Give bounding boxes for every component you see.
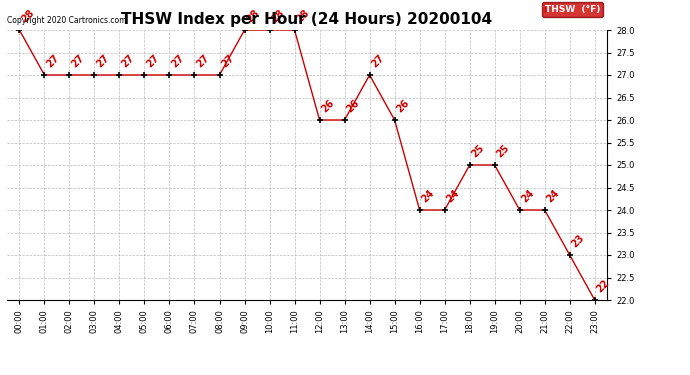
Text: 25: 25 xyxy=(495,143,511,159)
Text: 27: 27 xyxy=(144,53,161,69)
Text: 22: 22 xyxy=(595,278,611,294)
Text: 27: 27 xyxy=(95,53,111,69)
Text: 27: 27 xyxy=(44,53,61,69)
Text: 27: 27 xyxy=(170,53,186,69)
Text: 24: 24 xyxy=(544,188,561,204)
Text: Copyright 2020 Cartronics.com: Copyright 2020 Cartronics.com xyxy=(7,16,126,25)
Text: 27: 27 xyxy=(119,53,136,69)
Text: 28: 28 xyxy=(295,8,311,24)
Text: 27: 27 xyxy=(195,53,211,69)
Legend: THSW  (°F): THSW (°F) xyxy=(542,2,602,16)
Text: 24: 24 xyxy=(444,188,461,204)
Text: 24: 24 xyxy=(520,188,536,204)
Text: 26: 26 xyxy=(395,98,411,114)
Title: THSW Index per Hour (24 Hours) 20200104: THSW Index per Hour (24 Hours) 20200104 xyxy=(121,12,493,27)
Text: 27: 27 xyxy=(219,53,236,69)
Text: 26: 26 xyxy=(319,98,336,114)
Text: 24: 24 xyxy=(420,188,436,204)
Text: 27: 27 xyxy=(370,53,386,69)
Text: 23: 23 xyxy=(570,233,586,249)
Text: 28: 28 xyxy=(270,8,286,24)
Text: 26: 26 xyxy=(344,98,361,114)
Text: 25: 25 xyxy=(470,143,486,159)
Text: 28: 28 xyxy=(244,8,262,24)
Text: 28: 28 xyxy=(19,8,36,24)
Text: 27: 27 xyxy=(70,53,86,69)
